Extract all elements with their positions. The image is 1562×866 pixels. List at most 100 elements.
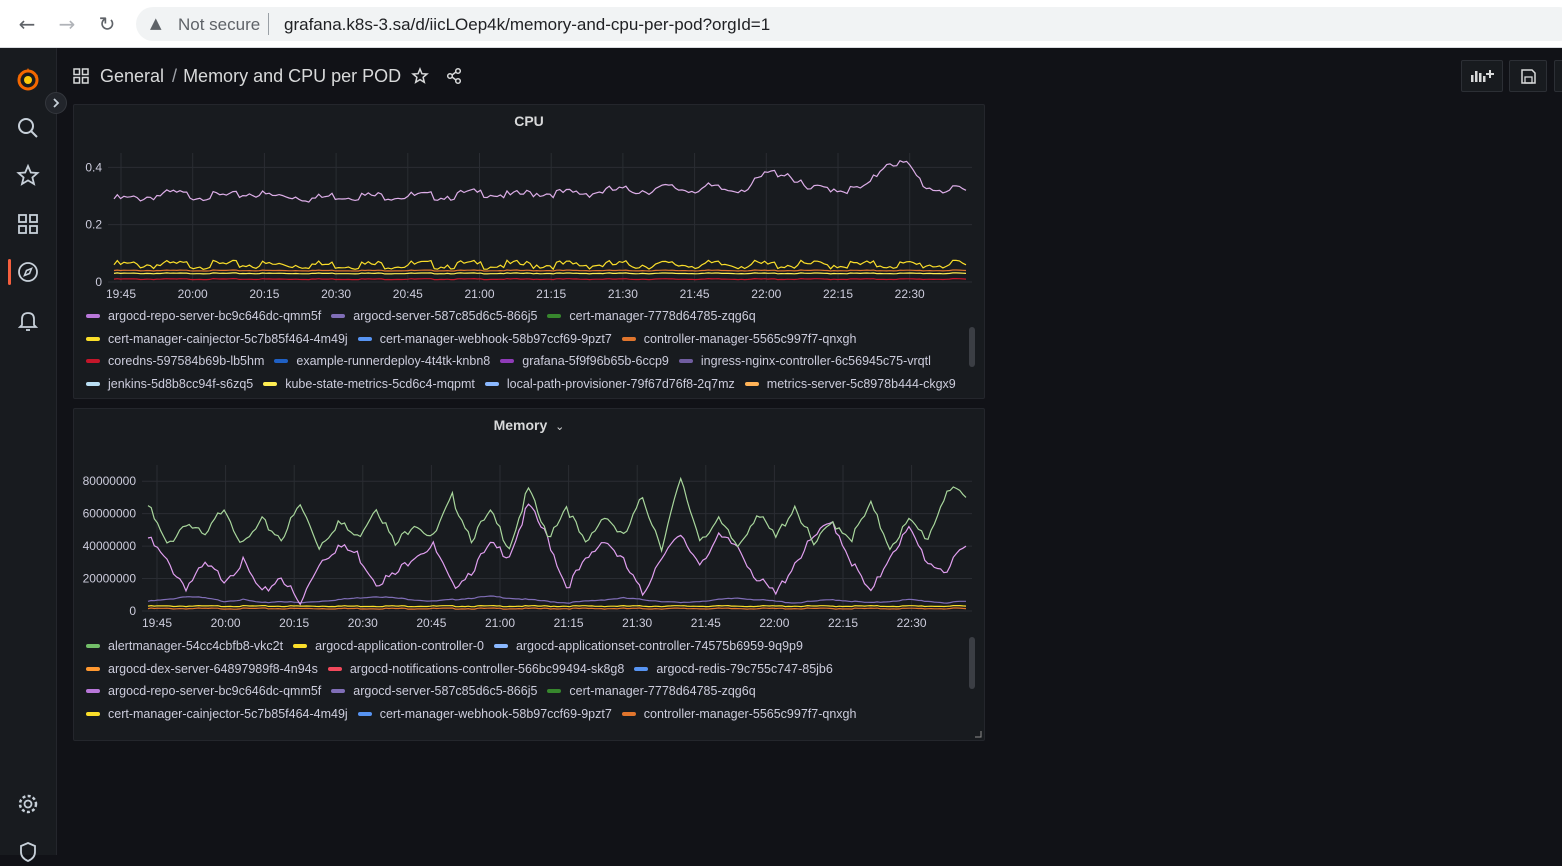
page-title[interactable]: Memory and CPU per POD xyxy=(183,65,402,86)
legend-row: coredns-597584b69b-lb5hm example-runnerde… xyxy=(86,350,941,372)
resize-handle-icon[interactable] xyxy=(974,730,982,738)
legend-item[interactable]: argocd-server-587c85d6c5-866j5 xyxy=(331,684,537,698)
series-line xyxy=(147,476,967,554)
add-panel-icon xyxy=(1471,70,1494,82)
legend-item[interactable]: coredns-597584b69b-lb5hm xyxy=(86,354,264,368)
legend-item[interactable]: kube-state-metrics-5cd6c4-mqpmt xyxy=(263,377,475,391)
legend-item[interactable]: cert-manager-7778d64785-zqg6q xyxy=(547,684,756,698)
legend-item[interactable]: cert-manager-webhook-58b97ccf69-9pzt7 xyxy=(357,332,612,346)
legend-item[interactable]: example-runnerdeploy-4t4tk-knbn8 xyxy=(274,354,490,368)
legend-item[interactable]: cert-manager-cainjector-5c7b85f464-4m49j xyxy=(86,332,348,346)
memory-legend: alertmanager-54cc4cbfb8-vkc2t argocd-appl… xyxy=(86,635,966,733)
legend-item[interactable]: alertmanager-54cc4cbfb8-vkc2t xyxy=(86,639,283,653)
y-tick-label: 60000000 xyxy=(83,507,137,521)
legend-item[interactable]: cert-manager-webhook-58b97ccf69-9pzt7 xyxy=(357,706,612,721)
legend-swatch xyxy=(678,359,693,363)
x-tick-label: 22:30 xyxy=(895,287,925,301)
legend-item[interactable]: grafana-5f9f96b65b-6ccp9 xyxy=(500,354,669,368)
legend-label: example-runnerdeploy-4t4tk-knbn8 xyxy=(296,354,491,368)
legend-swatch xyxy=(621,711,636,716)
forward-arrow-icon[interactable]: → xyxy=(58,12,76,36)
legend-item[interactable]: jenkins-5d8b8cc94f-s6zq5 xyxy=(86,377,253,391)
x-tick-label: 20:00 xyxy=(211,616,241,630)
legend-label: coredns-597584b69b-lb5hm xyxy=(108,354,265,368)
legend-row: jenkins-5d8b8cc94f-s6zq5 kube-state-metri… xyxy=(86,373,966,395)
legend-item[interactable]: cert-manager-cainjector-5c7b85f464-4m49j xyxy=(86,707,348,721)
cpu-legend-scrollbar[interactable] xyxy=(969,327,975,367)
url-text[interactable]: grafana.k8s-3.sa/d/iicLOep4k/memory-and-… xyxy=(284,15,771,34)
y-tick-label: 40000000 xyxy=(83,539,137,553)
legend-item[interactable]: argocd-repo-server-bc9c646dc-qmm5f xyxy=(86,309,321,323)
memory-panel-title[interactable]: Memory ⌄ xyxy=(74,417,984,433)
breadcrumb-folder-link[interactable]: General xyxy=(100,65,165,86)
cpu-legend: argocd-repo-server-bc9c646dc-qmm5f argocd… xyxy=(86,305,966,397)
y-tick-label: 0 xyxy=(129,604,136,618)
legend-label: jenkins-5d8b8cc94f-s6zq5 xyxy=(108,376,254,391)
legend-item[interactable]: metrics-server-5c8978b444-ckgx9 xyxy=(744,376,956,391)
legend-label: argocd-redis-79c755c747-85jb6 xyxy=(656,661,833,676)
grafana-logo-icon[interactable] xyxy=(14,66,42,94)
cpu-panel-title[interactable]: CPU xyxy=(514,113,544,129)
sidebar xyxy=(0,48,57,862)
sidebar-expand-button[interactable] xyxy=(45,92,67,114)
x-tick-label: 21:00 xyxy=(485,616,515,630)
search-icon[interactable] xyxy=(14,114,42,142)
star-icon[interactable] xyxy=(14,162,42,190)
x-tick-label: 20:00 xyxy=(178,287,208,301)
legend-item[interactable]: argocd-redis-79c755c747-85jb6 xyxy=(634,662,833,676)
legend-label: metrics-server-5c8978b444-ckgx9 xyxy=(766,376,956,391)
share-icon[interactable] xyxy=(445,67,463,85)
legend-item[interactable]: controller-manager-5565c997f7-qnxgh xyxy=(621,707,856,721)
y-tick-label: 20000000 xyxy=(83,572,137,586)
x-tick-label: 20:15 xyxy=(279,616,309,630)
save-icon xyxy=(1521,69,1536,84)
memory-chart: 0 20000000 40000000 60000000 80000000 19:45 20… xyxy=(83,465,972,630)
reload-icon[interactable]: ↻ xyxy=(98,12,116,36)
legend-item[interactable]: controller-manager-5565c997f7-qnxgh xyxy=(621,332,856,346)
memory-legend-scrollbar[interactable] xyxy=(969,637,975,689)
shield-icon[interactable] xyxy=(14,838,42,866)
address-bar[interactable]: ▲ Not secure grafana.k8s-3.sa/d/iicLOep4… xyxy=(136,7,1562,41)
back-arrow-icon[interactable]: ← xyxy=(18,12,36,36)
legend-label: cert-manager-cainjector-5c7b85f464-4m49j xyxy=(108,706,348,721)
series-line xyxy=(147,604,967,608)
settings-button[interactable] xyxy=(1554,60,1562,92)
legend-item[interactable]: argocd-applicationset-controller-74575b6… xyxy=(493,639,803,653)
x-tick-label: 21:15 xyxy=(554,616,584,630)
gear-icon[interactable] xyxy=(14,790,42,818)
legend-item[interactable]: argocd-notifications-controller-566bc994… xyxy=(327,662,624,676)
star-favorite-icon[interactable] xyxy=(411,67,430,85)
legend-item[interactable]: argocd-repo-server-bc9c646dc-qmm5f xyxy=(86,684,321,698)
legend-label: argocd-server-587c85d6c5-866j5 xyxy=(353,309,538,323)
legend-item[interactable]: argocd-application-controller-0 xyxy=(293,639,484,653)
legend-item[interactable]: ingress-nginx-controller-6c56945c75-vrqt… xyxy=(678,354,931,368)
legend-swatch xyxy=(621,336,636,341)
legend-label: grafana-5f9f96b65b-6ccp9 xyxy=(522,354,669,368)
legend-swatch xyxy=(293,644,308,648)
legend-label: ingress-nginx-controller-6c56945c75-vrqt… xyxy=(700,354,931,368)
add-panel-button[interactable] xyxy=(1461,60,1503,92)
legend-swatch xyxy=(547,314,562,318)
save-dashboard-button[interactable] xyxy=(1509,60,1547,92)
x-tick-label: 19:45 xyxy=(106,287,136,301)
legend-swatch xyxy=(86,666,100,671)
alerting-bell-icon[interactable] xyxy=(14,306,42,334)
breadcrumb: General / Memory and CPU per POD xyxy=(72,62,463,90)
explore-compass-icon[interactable] xyxy=(14,258,42,286)
legend-item[interactable]: cert-manager-7778d64785-zqg6q xyxy=(547,309,756,323)
legend-swatch xyxy=(634,666,649,671)
legend-swatch xyxy=(86,711,100,716)
legend-row: cert-manager-cainjector-5c7b85f464-4m49j… xyxy=(86,328,866,350)
cpu-chart: 0 0.2 0.4 19:45 20:00 20:15 20:30 20:45 21:00 21:… xyxy=(85,153,972,301)
legend-swatch xyxy=(263,381,278,386)
x-tick-label: 22:00 xyxy=(759,616,789,630)
legend-item[interactable]: argocd-dex-server-64897989f8-4n94s xyxy=(86,662,318,676)
legend-swatch xyxy=(357,711,372,716)
legend-label: cert-manager-webhook-58b97ccf69-9pzt7 xyxy=(379,706,612,721)
breadcrumb-separator: / xyxy=(172,65,178,86)
legend-swatch xyxy=(86,359,100,363)
legend-label: kube-state-metrics-5cd6c4-mqpmt xyxy=(285,376,475,391)
legend-item[interactable]: local-path-provisioner-79f67d76f8-2q7mz xyxy=(484,377,735,391)
dashboards-icon[interactable] xyxy=(14,210,42,238)
legend-item[interactable]: argocd-server-587c85d6c5-866j5 xyxy=(331,309,537,323)
